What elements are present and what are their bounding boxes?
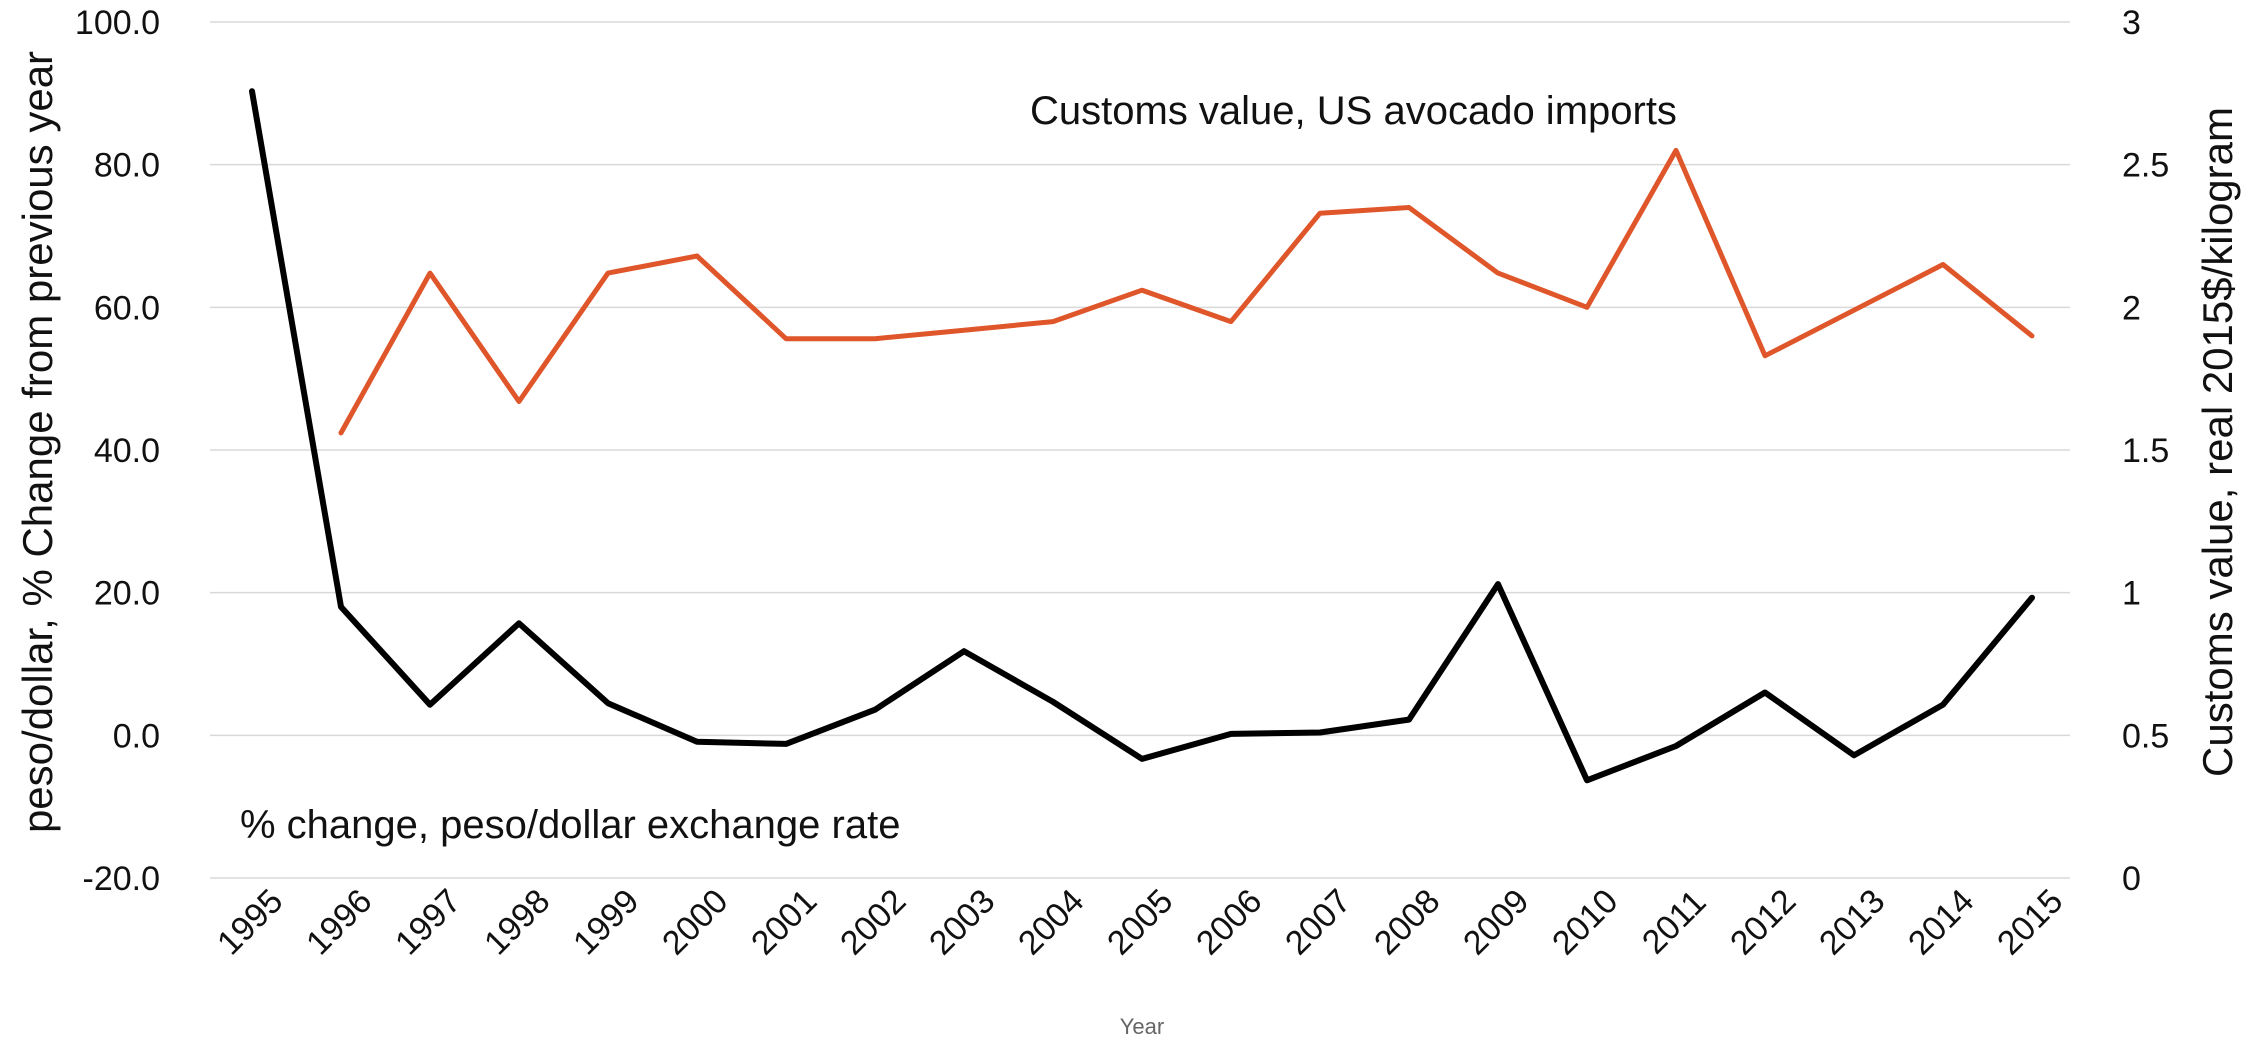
left-axis-ticks: -20.0 0.0 20.0 40.0 60.0 80.0 100.0 (75, 4, 160, 898)
left-tick-label: 0.0 (113, 717, 160, 755)
x-tick-label: 2001 (744, 882, 824, 962)
x-tick-label: 1995 (210, 882, 290, 962)
series-lines (249, 88, 2035, 784)
annotation-customs-value: Customs value, US avocado imports (1030, 89, 1677, 133)
x-tick-label: 2002 (833, 882, 913, 962)
x-tick-label: 2003 (922, 882, 1002, 962)
x-tick-label: 1999 (566, 882, 646, 962)
x-tick-label: 2006 (1189, 882, 1269, 962)
x-tick-label: 2005 (1100, 882, 1180, 962)
left-tick-label: 20.0 (94, 575, 160, 613)
x-tick-label: 2000 (655, 882, 735, 962)
x-tick-label: 2009 (1456, 882, 1536, 962)
left-axis-title: peso/dollar, % Change from previous year (14, 51, 61, 833)
x-tick-label: 2015 (1990, 882, 2070, 962)
x-tick-label: 1997 (388, 882, 468, 962)
right-tick-label: 3 (2122, 4, 2141, 42)
x-tick-label: 2014 (1901, 882, 1981, 962)
x-tick-label: 2013 (1812, 882, 1892, 962)
right-tick-label: 2.5 (2122, 147, 2169, 185)
x-tick-label: 2008 (1367, 882, 1447, 962)
x-tick-label: 2011 (1635, 883, 1714, 962)
right-tick-label: 0 (2122, 860, 2141, 898)
right-tick-label: 2 (2122, 289, 2141, 327)
left-tick-label: 80.0 (94, 147, 160, 185)
series-line-exchange-rate (249, 88, 2035, 784)
x-tick-label: 2012 (1723, 882, 1803, 962)
right-tick-label: 1.5 (2122, 432, 2169, 470)
left-tick-label: 60.0 (94, 289, 160, 327)
right-tick-label: 1 (2122, 575, 2141, 613)
x-tick-label: 1996 (299, 882, 379, 962)
series-line-customs-value (338, 147, 2035, 436)
right-axis-ticks: 0 0.5 1 1.5 2 2.5 3 (2122, 4, 2169, 898)
annotation-exchange-rate: % change, peso/dollar exchange rate (240, 803, 900, 847)
x-tick-label: 2010 (1545, 882, 1625, 962)
left-tick-label: -20.0 (83, 860, 161, 898)
right-tick-label: 0.5 (2122, 717, 2169, 755)
left-tick-label: 40.0 (94, 432, 160, 470)
x-axis-ticks: 1995 1996 1997 1998 1999 2000 2001 2002 2003 2004… (210, 882, 2070, 962)
x-axis-title: Year (1120, 1014, 1164, 1039)
right-axis-title: Customs value, real 2015$/kilogram (2194, 107, 2241, 777)
left-tick-label: 100.0 (75, 4, 160, 42)
x-tick-label: 1998 (477, 882, 557, 962)
gridlines (210, 21, 2070, 879)
x-tick-label: 2004 (1011, 882, 1091, 962)
x-tick-label: 2007 (1278, 882, 1358, 962)
